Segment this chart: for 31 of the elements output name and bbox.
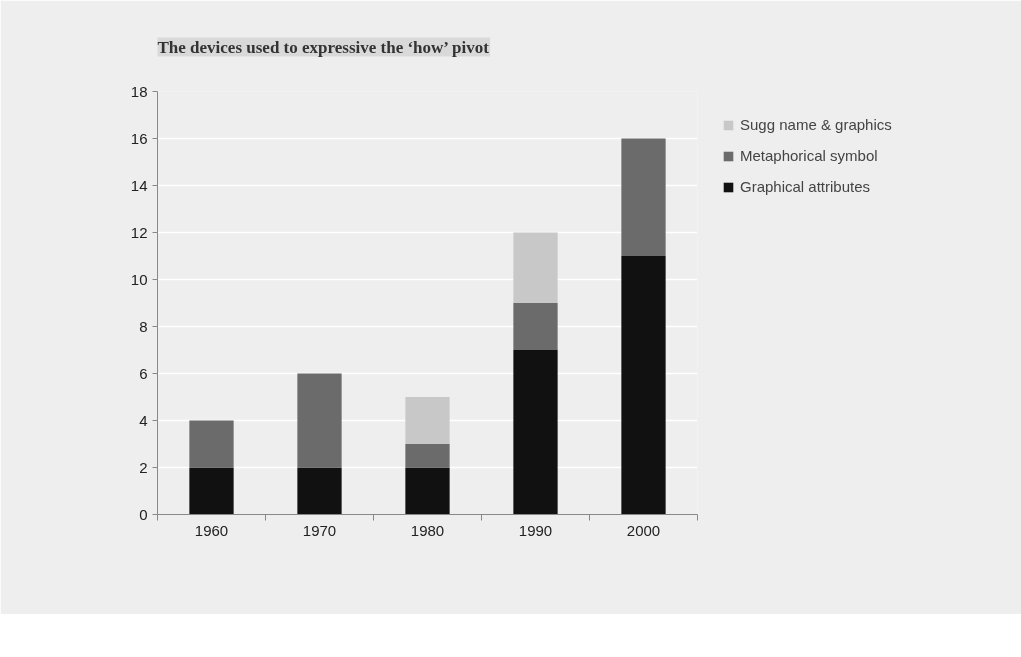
- x-tick-label: 1990: [518, 521, 553, 539]
- y-tick-label: 8: [139, 317, 148, 335]
- x-tick-label: 1980: [410, 521, 445, 539]
- bar: [189, 420, 234, 468]
- bar: [405, 444, 450, 468]
- y-tick-label: 12: [130, 223, 148, 241]
- y-tick-label: 18: [130, 82, 148, 100]
- chart-title: The devices used to expressive the ‘how’ pivot: [157, 37, 490, 57]
- y-tick-label: 6: [139, 364, 148, 382]
- bar: [189, 467, 234, 515]
- bar: [513, 350, 558, 515]
- legend-label: Graphical attributes: [740, 178, 871, 195]
- y-tick-label: 10: [130, 270, 148, 288]
- x-tick-label: 2000: [626, 521, 661, 539]
- y-tick-label: 0: [139, 505, 148, 523]
- y-tick-label: 2: [139, 458, 148, 476]
- y-tick-label: 16: [130, 129, 148, 147]
- x-tick-label: 1960: [194, 521, 229, 539]
- y-tick-label: 4: [139, 411, 148, 429]
- bar: [297, 467, 342, 515]
- x-tick-label: 1970: [302, 521, 337, 539]
- bar: [621, 138, 666, 256]
- bar: [621, 256, 666, 515]
- y-tick-label: 14: [130, 176, 148, 194]
- legend-label: Sugg name & graphics: [740, 116, 892, 133]
- legend-label: Metaphorical symbol: [740, 147, 878, 164]
- bar: [513, 232, 558, 303]
- bar: [513, 303, 558, 350]
- bar: [405, 467, 450, 515]
- bar: [297, 373, 342, 468]
- bar: [405, 397, 450, 444]
